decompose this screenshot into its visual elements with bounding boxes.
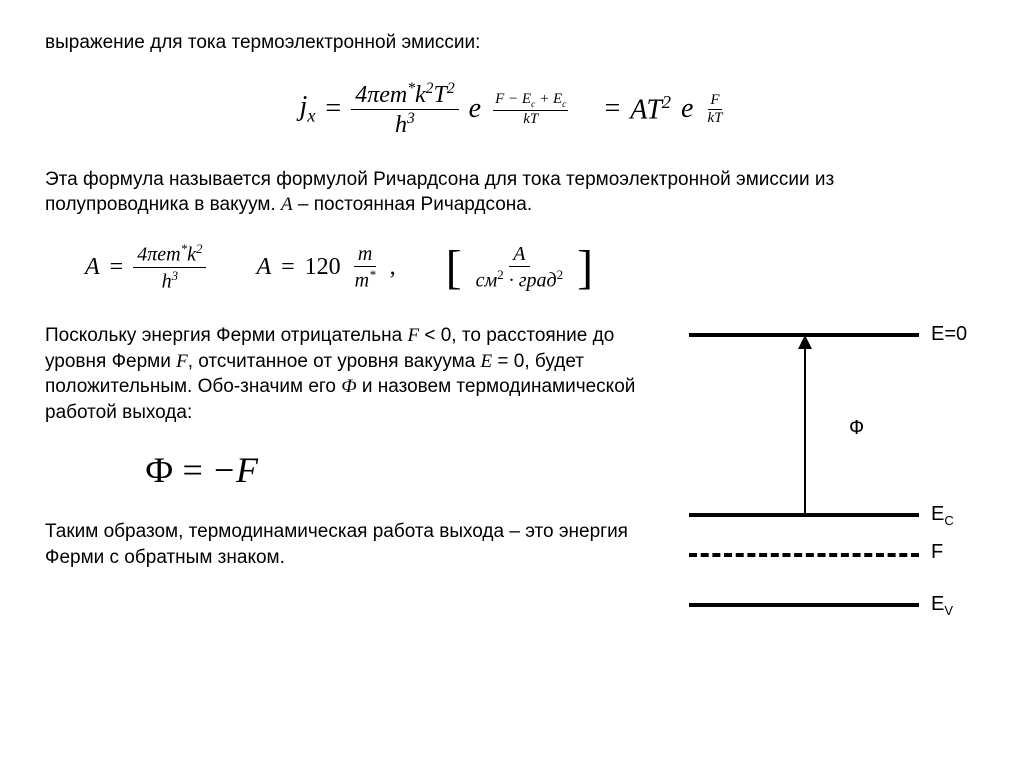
equals: =: [325, 93, 341, 125]
exp-e1: e: [469, 93, 481, 125]
para3: Поскольку энергия Ферми отрицательна F <…: [45, 323, 639, 426]
intro-text: выражение для тока термоэлектронной эмис…: [45, 30, 979, 56]
para4: Таким образом, термодинамическая работа …: [45, 519, 639, 570]
AT2: AT2: [630, 92, 671, 126]
level-F: [689, 553, 919, 557]
bottom-section: Поскольку энергия Ферми отрицательна F <…: [45, 323, 979, 613]
richardson-equation: jx = 4πem*k2T2 h3 e F − Ec + Ec kT = AT2…: [45, 80, 979, 139]
label-Ec: EC: [931, 503, 954, 528]
level-Ev: [689, 603, 919, 607]
left-column: Поскольку энергия Ферми отрицательна F <…: [45, 323, 639, 589]
label-Ev: EV: [931, 593, 953, 618]
exp2: F kT: [705, 92, 724, 127]
equals2: =: [604, 93, 620, 125]
level-Ec: [689, 513, 919, 517]
phi-equation: Ф = −F: [145, 449, 639, 491]
constant-A-equations: A = 4πem*k2 h3 A = 120 m m* , [ A см2 · …: [85, 240, 979, 295]
label-F: F: [931, 541, 943, 564]
A-formula: A = 4πem*k2 h3: [85, 241, 206, 293]
A-units: [ A см2 · град2 ]: [446, 240, 594, 295]
arrow-line: [804, 339, 806, 515]
label-E0: E=0: [931, 323, 967, 346]
exp-e2: e: [681, 93, 693, 125]
energy-diagram: E=0 Ф EC F EV: [669, 313, 979, 613]
label-phi: Ф: [849, 417, 864, 440]
para2: Эта формула называется формулой Ричардсо…: [45, 167, 979, 218]
A-numeric: A = 120 m m* ,: [256, 243, 395, 293]
exp1: F − Ec + Ec kT: [493, 91, 568, 128]
jx-var: jx: [300, 91, 316, 127]
page-content: выражение для тока термоэлектронной эмис…: [0, 0, 1024, 643]
main-fraction: 4πem*k2T2 h3: [351, 80, 458, 139]
